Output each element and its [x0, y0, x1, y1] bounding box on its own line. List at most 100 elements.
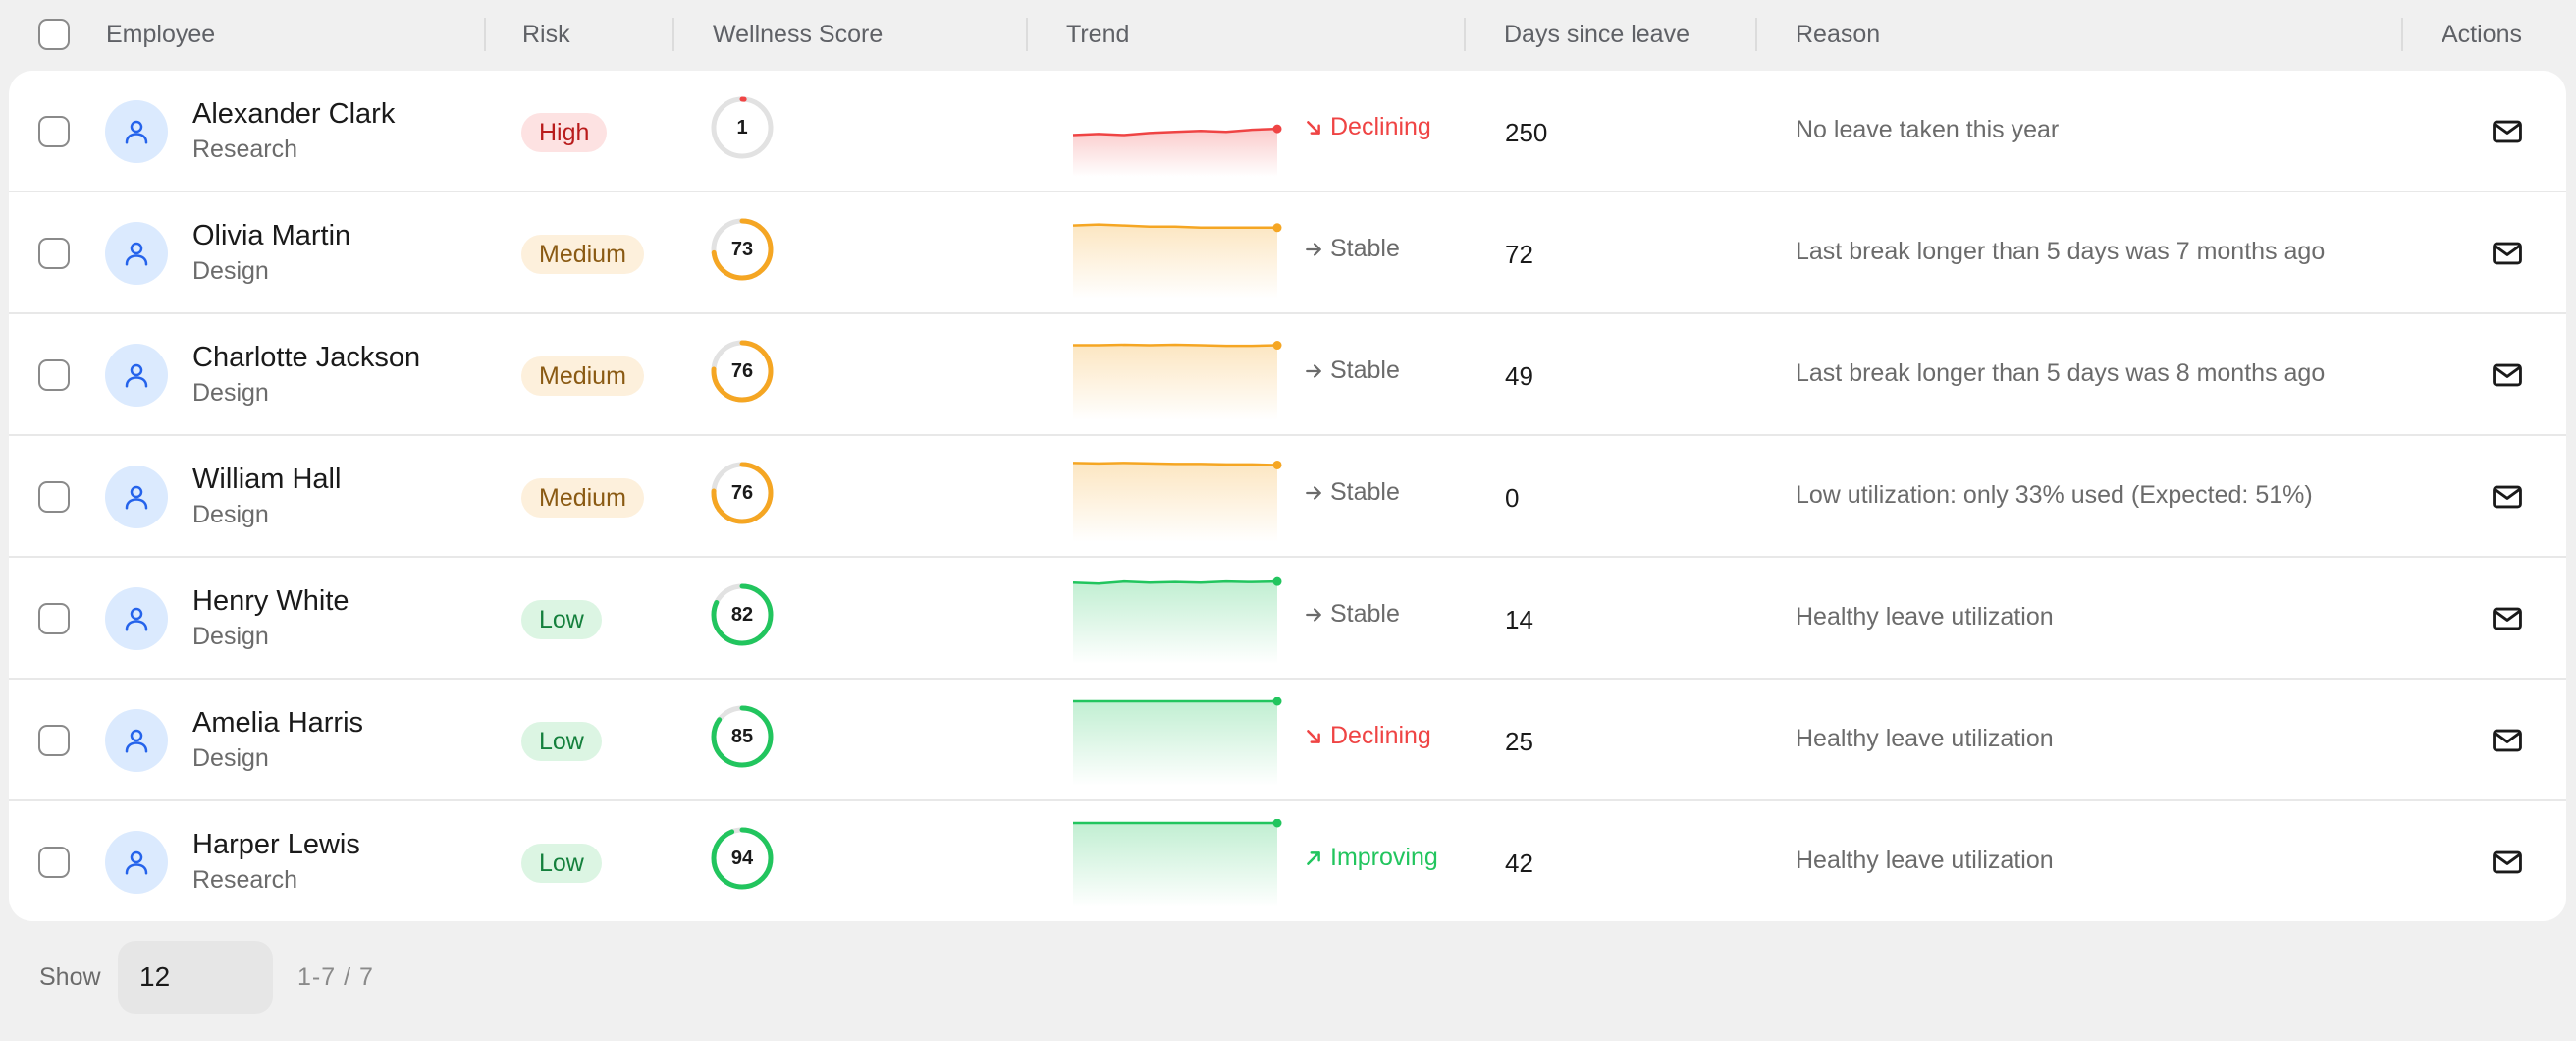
sparkline-area — [1073, 823, 1277, 907]
mail-icon[interactable] — [2491, 358, 2524, 392]
mail-icon[interactable] — [2491, 602, 2524, 635]
column-header-reason[interactable]: Reason — [1796, 20, 1881, 48]
table-row[interactable]: Henry White Design Low 82 Stable 14 Heal… — [9, 558, 2566, 680]
risk-badge: High — [521, 113, 608, 152]
wellness-score-value: 73 — [730, 238, 754, 260]
row-checkbox[interactable] — [38, 481, 70, 513]
mail-icon[interactable] — [2491, 237, 2524, 270]
employee-name: Amelia Harris — [192, 707, 364, 739]
employee-department: Research — [192, 866, 297, 894]
user-icon — [125, 363, 148, 388]
column-divider[interactable] — [1464, 18, 1466, 51]
sparkline-endpoint — [1272, 341, 1282, 351]
reason-text: Last break longer than 5 days was 8 mont… — [1796, 359, 2326, 387]
arrow-right-icon — [1306, 607, 1321, 622]
row-checkbox[interactable] — [38, 238, 70, 269]
table-row[interactable]: Alexander Clark Research High 1 Declinin… — [9, 71, 2566, 192]
trend-indicator: Stable — [1305, 478, 1400, 507]
employee-name: Olivia Martin — [192, 220, 351, 251]
trend-sparkline — [1073, 819, 1282, 907]
employee-name: Harper Lewis — [192, 829, 360, 860]
column-divider[interactable] — [1026, 18, 1028, 51]
sparkline-line — [1073, 343, 1278, 348]
arrow-down-right-icon — [1307, 729, 1320, 743]
column-header-wellness-score[interactable]: Wellness Score — [713, 20, 884, 48]
reason-text: Healthy leave utilization — [1796, 847, 2054, 874]
days-since-leave: 42 — [1505, 849, 1533, 878]
days-since-leave: 72 — [1505, 240, 1533, 269]
column-header-employee[interactable]: Employee — [106, 20, 216, 48]
mail-icon[interactable] — [2491, 115, 2524, 148]
sparkline-area — [1073, 463, 1277, 542]
risk-badge: Low — [521, 600, 602, 639]
table-row[interactable]: William Hall Design Medium 76 Stable 0 L… — [9, 436, 2566, 558]
row-checkbox[interactable] — [38, 725, 70, 756]
mail-icon[interactable] — [2491, 846, 2524, 879]
trend-sparkline — [1073, 341, 1282, 420]
avatar — [105, 466, 168, 528]
column-divider[interactable] — [1755, 18, 1757, 51]
row-checkbox[interactable] — [38, 847, 70, 878]
trend-sparkline — [1072, 576, 1282, 664]
table-row[interactable]: Charlotte Jackson Design Medium 76 Stabl… — [9, 314, 2566, 436]
row-checkbox[interactable] — [38, 603, 70, 634]
row-checkbox[interactable] — [38, 116, 70, 147]
avatar — [105, 709, 168, 772]
risk-badge: Medium — [521, 356, 644, 396]
mail-icon[interactable] — [2491, 724, 2524, 757]
risk-badge: Medium — [521, 235, 644, 274]
wellness-score-value: 94 — [730, 847, 754, 869]
wellness-score-value: 82 — [730, 603, 754, 626]
employee-name: William Hall — [192, 464, 342, 495]
trend-label: Improving — [1330, 844, 1438, 871]
sparkline-area — [1073, 345, 1277, 420]
trend-sparkline — [1072, 124, 1282, 177]
employee-department: Design — [192, 744, 269, 772]
days-since-leave: 25 — [1505, 727, 1533, 756]
wellness-score-ring — [711, 827, 774, 890]
column-divider[interactable] — [672, 18, 674, 51]
sparkline-area — [1073, 701, 1277, 786]
sparkline-area — [1073, 224, 1277, 299]
page-size-select[interactable]: 12 — [118, 941, 273, 1014]
employee-table: Alexander Clark Research High 1 Declinin… — [9, 71, 2566, 921]
employee-department: Design — [192, 501, 269, 528]
select-all-checkbox[interactable] — [38, 19, 70, 50]
column-header-risk[interactable]: Risk — [522, 20, 570, 48]
table-row[interactable]: Olivia Martin Design Medium 73 Stable 72… — [9, 192, 2566, 314]
column-header-trend[interactable]: Trend — [1066, 20, 1130, 48]
wellness-score-ring — [711, 583, 774, 646]
wellness-score-value: 85 — [730, 725, 754, 747]
reason-text: Healthy leave utilization — [1796, 725, 2054, 752]
table-row[interactable]: Amelia Harris Design Low 85 Declining 25… — [9, 680, 2566, 801]
wellness-score-ring — [711, 218, 774, 281]
employee-name: Alexander Clark — [192, 98, 396, 130]
column-divider[interactable] — [2401, 18, 2403, 51]
avatar — [105, 831, 168, 894]
row-checkbox[interactable] — [38, 359, 70, 391]
trend-indicator: Declining — [1305, 113, 1431, 141]
column-divider[interactable] — [484, 18, 486, 51]
wellness-score-ring — [711, 705, 774, 768]
arrow-right-icon — [1306, 363, 1321, 378]
user-icon — [125, 120, 148, 144]
days-since-leave: 49 — [1505, 361, 1533, 391]
trend-indicator: Declining — [1305, 722, 1431, 750]
sparkline-endpoint — [1272, 819, 1282, 828]
avatar — [105, 587, 168, 650]
employee-name: Henry White — [192, 585, 349, 617]
reason-text: Healthy leave utilization — [1796, 603, 2054, 630]
arrow-down-right-icon — [1307, 120, 1320, 135]
avatar — [105, 100, 168, 163]
user-icon — [125, 850, 148, 875]
days-since-leave: 14 — [1505, 605, 1533, 634]
sparkline-line — [1072, 462, 1278, 466]
column-header-days-since-leave[interactable]: Days since leave — [1504, 20, 1690, 48]
employee-name: Charlotte Jackson — [192, 342, 421, 373]
mail-icon[interactable] — [2491, 480, 2524, 514]
trend-indicator: Stable — [1305, 235, 1400, 263]
table-row[interactable]: Harper Lewis Research Low 94 Improving 4… — [9, 801, 2566, 921]
avatar — [105, 344, 168, 407]
trend-label: Declining — [1330, 722, 1431, 749]
risk-badge: Medium — [521, 478, 644, 518]
